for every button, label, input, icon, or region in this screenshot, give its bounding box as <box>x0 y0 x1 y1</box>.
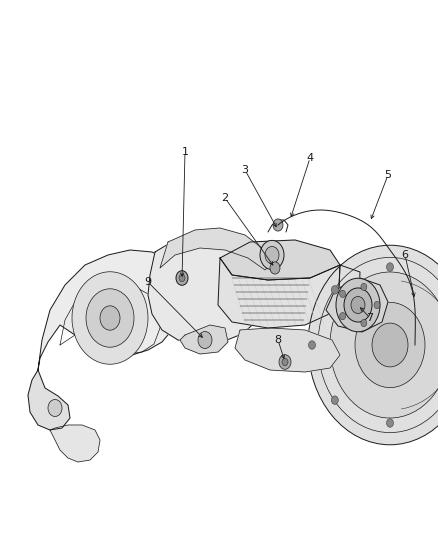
Circle shape <box>386 419 393 427</box>
Circle shape <box>372 323 408 367</box>
Circle shape <box>265 246 279 263</box>
Circle shape <box>100 306 120 330</box>
Text: 3: 3 <box>241 165 248 175</box>
Polygon shape <box>235 328 340 372</box>
Circle shape <box>361 319 367 327</box>
Circle shape <box>72 272 148 364</box>
Text: 7: 7 <box>367 313 374 323</box>
Circle shape <box>330 272 438 418</box>
Circle shape <box>336 278 380 332</box>
Circle shape <box>331 396 338 405</box>
Circle shape <box>361 283 367 290</box>
Text: 1: 1 <box>181 147 188 157</box>
Circle shape <box>374 301 380 309</box>
Text: 5: 5 <box>385 170 392 180</box>
Circle shape <box>339 290 346 297</box>
Circle shape <box>355 302 425 387</box>
Text: 2: 2 <box>222 193 229 203</box>
Text: 4: 4 <box>307 153 314 163</box>
Circle shape <box>344 288 372 322</box>
Polygon shape <box>38 250 182 370</box>
Text: 9: 9 <box>145 277 152 287</box>
Circle shape <box>273 219 283 231</box>
Circle shape <box>86 289 134 347</box>
Polygon shape <box>340 258 438 428</box>
Circle shape <box>308 341 315 349</box>
Circle shape <box>179 274 185 281</box>
Circle shape <box>308 245 438 445</box>
Circle shape <box>331 286 338 294</box>
Circle shape <box>198 332 212 349</box>
Circle shape <box>48 399 62 416</box>
Circle shape <box>270 262 280 274</box>
Polygon shape <box>28 370 70 430</box>
Circle shape <box>339 312 346 320</box>
Polygon shape <box>50 425 100 462</box>
Polygon shape <box>218 258 340 328</box>
Text: 6: 6 <box>402 250 409 260</box>
Polygon shape <box>338 265 360 318</box>
Text: 8: 8 <box>275 335 282 345</box>
Polygon shape <box>326 278 388 332</box>
Circle shape <box>386 263 393 271</box>
Circle shape <box>176 271 188 285</box>
Polygon shape <box>148 235 272 344</box>
Polygon shape <box>160 228 270 270</box>
Circle shape <box>351 296 365 313</box>
Circle shape <box>282 358 288 366</box>
Polygon shape <box>180 325 228 354</box>
Circle shape <box>260 240 284 270</box>
Polygon shape <box>220 240 340 280</box>
Circle shape <box>279 354 291 369</box>
